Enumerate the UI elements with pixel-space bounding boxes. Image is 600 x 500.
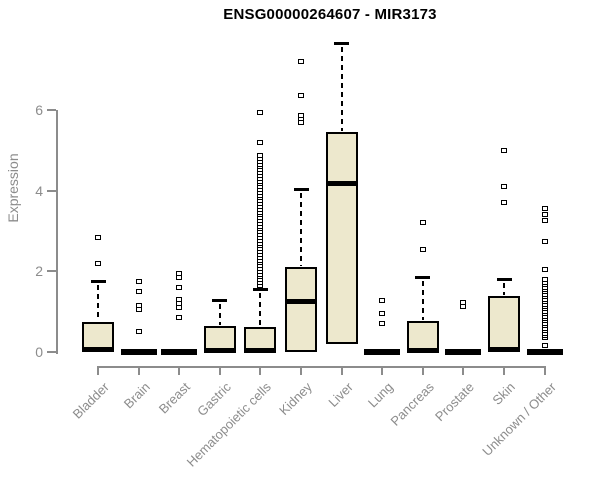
y-tick-label: 6 xyxy=(35,102,43,119)
zero-bar xyxy=(526,349,563,355)
boxplot-median xyxy=(285,299,317,305)
boxplot-median xyxy=(406,347,439,353)
boxplot-outlier xyxy=(135,289,142,294)
boxplot-outlier xyxy=(379,321,386,327)
zero-bar xyxy=(364,349,401,355)
boxplot-box xyxy=(285,267,317,352)
zero-bar xyxy=(120,349,157,355)
boxplot-outlier xyxy=(176,315,183,321)
x-tick xyxy=(178,366,181,375)
y-tick-label: 2 xyxy=(35,263,43,280)
boxplot-median xyxy=(82,347,114,353)
x-tick xyxy=(300,366,302,375)
boxplot-whisker xyxy=(97,285,99,321)
y-tick xyxy=(47,351,56,353)
boxplot-whisker xyxy=(503,282,505,295)
boxplot-box xyxy=(244,326,277,352)
boxplot-outlier xyxy=(541,218,548,224)
boxplot-whisker xyxy=(218,303,221,325)
y-tick xyxy=(47,109,56,112)
boxplot-median xyxy=(325,180,358,186)
boxplot-outlier xyxy=(460,300,467,306)
boxplot-outlier xyxy=(176,297,183,303)
y-tick xyxy=(47,189,56,192)
boxplot-outlier xyxy=(257,139,264,145)
boxplot-outlier xyxy=(135,278,142,284)
boxplot-whisker-cap xyxy=(334,42,350,46)
boxplot-outlier xyxy=(176,270,183,276)
x-tick xyxy=(503,366,505,375)
boxplot-outlier xyxy=(541,238,548,244)
boxplot-whisker-cap xyxy=(90,280,106,284)
boxplot-outlier xyxy=(541,277,548,283)
x-tick xyxy=(421,366,424,375)
boxplot-outlier xyxy=(541,212,548,218)
boxplot-outlier xyxy=(541,343,548,349)
boxplot-whisker-cap xyxy=(415,276,431,280)
boxplot-outlier xyxy=(379,311,386,317)
boxplot-whisker-cap xyxy=(212,298,228,302)
boxplot-whisker xyxy=(300,192,302,267)
boxplot-outlier xyxy=(501,147,507,153)
zero-bar xyxy=(161,349,198,355)
x-tick xyxy=(340,366,343,375)
y-axis xyxy=(56,110,58,354)
x-tick xyxy=(462,366,465,375)
boxplot-outlier xyxy=(419,220,426,226)
x-tick xyxy=(381,366,384,375)
boxplot-outlier xyxy=(176,284,183,290)
x-tick xyxy=(137,366,140,375)
boxplot-whisker xyxy=(259,293,262,326)
boxplot-outlier xyxy=(501,200,507,206)
boxplot-whisker xyxy=(340,47,343,132)
boxplot-outlier xyxy=(379,298,386,304)
boxplot-median xyxy=(488,347,520,353)
boxplot-whisker-cap xyxy=(252,288,268,292)
boxplot-outlier xyxy=(95,234,101,240)
x-tick xyxy=(259,366,262,375)
boxplot-outlier xyxy=(257,153,264,159)
boxplot-median xyxy=(244,347,277,353)
x-tick xyxy=(97,366,99,375)
chart-title: ENSG00000264607 - MIR3173 xyxy=(223,6,437,23)
boxplot-outlier xyxy=(541,266,548,272)
boxplot-outlier xyxy=(298,93,304,99)
y-tick-label: 0 xyxy=(35,344,43,360)
boxplot-outlier xyxy=(95,260,101,266)
boxplot-whisker-cap xyxy=(293,187,309,191)
boxplot-outlier xyxy=(257,109,264,115)
boxplot-whisker xyxy=(421,281,424,320)
boxplot-outlier xyxy=(135,329,142,335)
boxplot-whisker-cap xyxy=(496,277,512,281)
boxplot-box xyxy=(325,132,358,344)
y-tick-label: 4 xyxy=(35,182,43,199)
boxplot-outlier xyxy=(501,184,507,190)
boxplot-box xyxy=(406,320,439,352)
boxplot-outlier xyxy=(298,59,304,65)
boxplot-outlier xyxy=(298,113,304,119)
boxplot-outlier xyxy=(419,246,426,252)
boxplot-outlier xyxy=(135,303,142,309)
boxplot-median xyxy=(203,347,236,353)
x-tick xyxy=(543,366,546,375)
y-tick xyxy=(47,270,56,273)
x-tick xyxy=(218,366,221,375)
zero-bar xyxy=(445,349,482,355)
boxplot-box xyxy=(488,295,520,352)
x-axis xyxy=(97,366,546,368)
boxplot-outlier xyxy=(541,206,548,212)
